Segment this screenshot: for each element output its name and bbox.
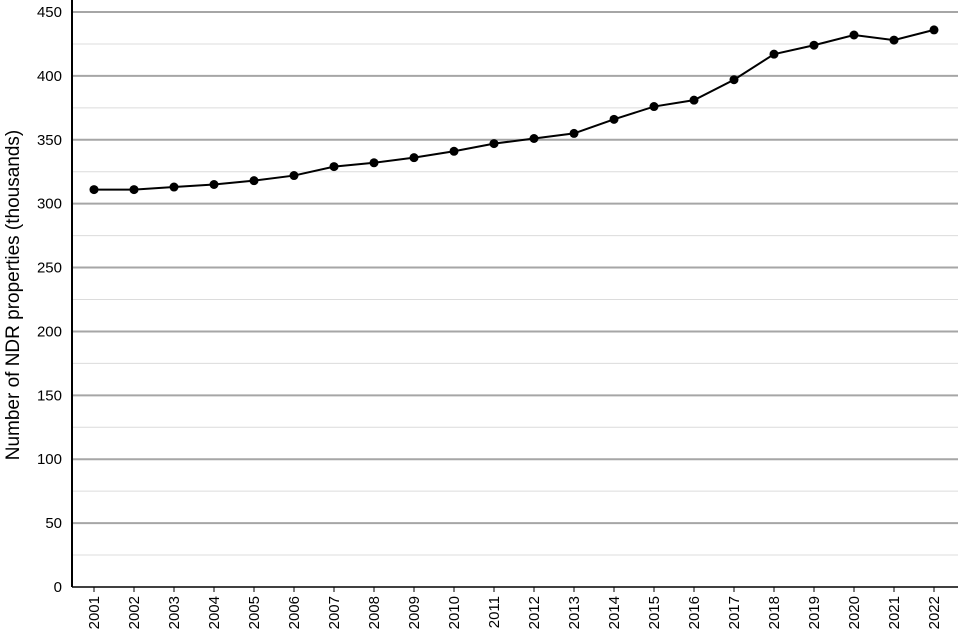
y-tick-label: 100 xyxy=(37,451,62,468)
data-point-2001 xyxy=(89,185,99,195)
x-tick-label: 2012 xyxy=(526,596,543,629)
y-tick-label: 0 xyxy=(54,579,62,596)
data-point-2015 xyxy=(649,102,659,112)
x-tick-label: 2016 xyxy=(686,596,703,629)
y-tick-label: 200 xyxy=(37,323,62,340)
y-tick-label: 450 xyxy=(37,4,62,21)
data-point-2002 xyxy=(129,185,139,195)
x-tick-label: 2022 xyxy=(926,596,943,629)
data-point-2022 xyxy=(929,25,939,35)
x-tick-label: 2014 xyxy=(606,596,623,629)
y-axis-label: Number of NDR properties (thousands) xyxy=(3,130,24,461)
x-tick-label: 2021 xyxy=(886,596,903,629)
gridlines xyxy=(72,11,958,556)
data-point-2003 xyxy=(169,182,179,192)
y-tick-label: 400 xyxy=(37,68,62,85)
x-tick-label: 2013 xyxy=(566,596,583,629)
data-point-2011 xyxy=(489,139,499,149)
data-point-2014 xyxy=(609,114,619,124)
y-tick-label: 300 xyxy=(37,196,62,213)
x-tick-label: 2006 xyxy=(286,596,303,629)
x-tick-label: 2008 xyxy=(366,596,383,629)
x-tick-label: 2009 xyxy=(406,596,423,629)
x-tick-label: 2018 xyxy=(766,596,783,629)
x-tick-label: 2003 xyxy=(166,596,183,629)
data-point-2012 xyxy=(529,134,539,143)
data-point-2009 xyxy=(409,153,419,163)
y-tick-label: 50 xyxy=(45,515,62,532)
x-tick-label: 2001 xyxy=(86,596,103,629)
y-tick-label: 150 xyxy=(37,387,62,404)
data-point-2005 xyxy=(249,176,259,186)
data-point-2020 xyxy=(849,30,859,40)
y-tick-label: 350 xyxy=(37,132,62,149)
x-tick-label: 2015 xyxy=(646,596,663,629)
y-tick-labels: 0 50 100 150 200 250 300 350 400 450 xyxy=(37,4,62,596)
data-point-2010 xyxy=(449,146,459,156)
y-tick-label: 250 xyxy=(37,260,62,277)
series-line xyxy=(89,25,939,195)
x-tick-label: 2011 xyxy=(486,596,503,628)
data-point-2008 xyxy=(369,158,379,168)
data-point-2016 xyxy=(689,95,699,105)
x-tick-label: 2002 xyxy=(126,596,143,629)
data-point-2017 xyxy=(729,75,739,85)
x-tick-label: 2005 xyxy=(246,596,263,629)
series-polyline xyxy=(94,28,935,191)
data-point-2018 xyxy=(769,49,779,59)
data-point-2013 xyxy=(569,128,579,138)
data-point-2021 xyxy=(889,35,899,45)
x-tick-label: 2004 xyxy=(206,596,223,629)
data-point-2007 xyxy=(329,162,339,172)
data-point-2006 xyxy=(289,171,299,181)
x-tick-label: 2010 xyxy=(446,596,463,629)
x-tick-label: 2019 xyxy=(806,596,823,629)
x-tick-labels: 2001 2002 2003 2004 2005 2006 2007 2008 2009 2010… xyxy=(86,587,943,629)
data-point-2004 xyxy=(209,180,219,189)
x-tick-label: 2017 xyxy=(726,596,743,629)
x-tick-label: 2007 xyxy=(326,596,343,629)
x-tick-label: 2020 xyxy=(846,596,863,629)
data-point-2019 xyxy=(809,40,819,50)
